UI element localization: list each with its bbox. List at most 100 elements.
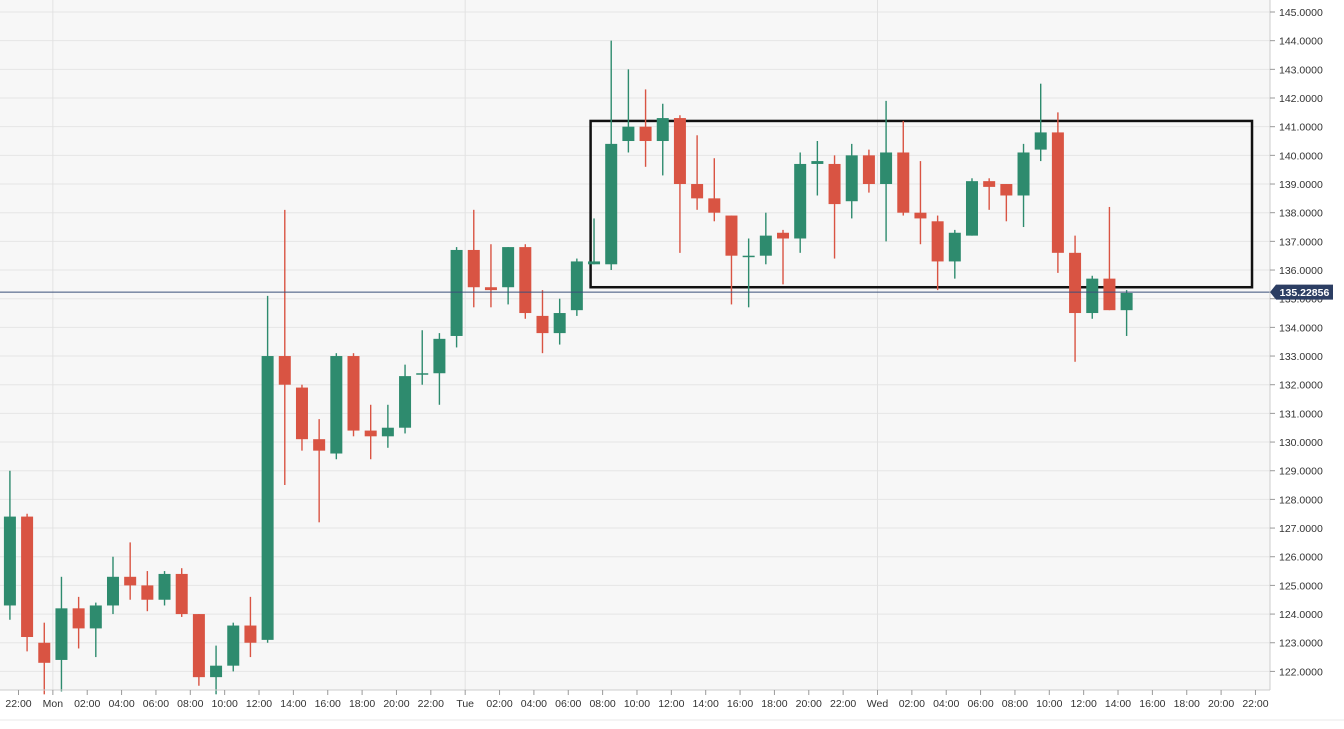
candle-bullish — [399, 364, 412, 434]
x-tick-label: 06:00 — [967, 698, 993, 710]
candle-body — [1017, 152, 1030, 196]
candle-body — [519, 247, 532, 314]
candle-body — [639, 126, 652, 142]
x-tick-label: 04:00 — [108, 698, 134, 710]
candle-body — [965, 181, 978, 236]
candle-body — [55, 608, 68, 660]
y-tick-label: 124.0000 — [1279, 609, 1323, 621]
candle-body — [141, 585, 154, 600]
candle-body — [124, 576, 137, 586]
candle-bullish — [1017, 143, 1030, 228]
y-tick-label: 127.0000 — [1279, 523, 1323, 535]
candle-bearish — [313, 419, 326, 523]
x-tick-label: 14:00 — [1105, 698, 1131, 710]
price-tag-label: 135.22856 — [1280, 287, 1330, 299]
candles — [3, 40, 1133, 695]
x-tick-label: 02:00 — [74, 698, 100, 710]
x-axis: 22:00 Mon 02:00 04:00 06:00 08:00 10:00 12:00 14… — [5, 690, 1269, 710]
candle-bearish — [192, 614, 205, 686]
x-tick-label: 20:00 — [1208, 698, 1234, 710]
candle-bullish — [227, 622, 240, 672]
candle-bullish — [570, 258, 583, 316]
candle-bearish — [828, 155, 841, 259]
candle-body — [467, 249, 480, 288]
candle-bullish — [605, 40, 618, 271]
candle-body — [845, 155, 858, 202]
candle-body — [433, 338, 446, 374]
candle-bearish — [1051, 112, 1064, 273]
x-tick-label: 04:00 — [521, 698, 547, 710]
candle-bearish — [467, 209, 480, 308]
candle-body — [777, 232, 790, 239]
candle-bearish — [983, 178, 996, 210]
candle-bullish — [880, 100, 893, 242]
candle-bearish — [72, 596, 85, 649]
candle-body — [158, 573, 171, 600]
candle-bearish — [673, 115, 686, 253]
candle-body — [381, 427, 394, 437]
candle-bearish — [484, 244, 497, 308]
y-tick-label: 140.0000 — [1279, 150, 1323, 162]
y-tick-label: 137.0000 — [1279, 236, 1323, 248]
candle-body — [1069, 252, 1082, 314]
candle-bullish — [433, 333, 446, 405]
candle-body — [605, 143, 618, 265]
y-tick-label: 128.0000 — [1279, 494, 1323, 506]
candle-body — [536, 315, 549, 334]
x-tick-label: Wed — [867, 698, 889, 710]
candle-body — [106, 576, 119, 606]
candle-bearish — [1000, 184, 1013, 222]
candle-body — [72, 608, 85, 629]
y-tick-label: 122.0000 — [1279, 666, 1323, 678]
x-tick-label: 02:00 — [486, 698, 512, 710]
candle-body — [313, 439, 326, 451]
candle-body — [570, 261, 583, 311]
candle-body — [811, 161, 824, 164]
candle-bullish — [656, 103, 669, 176]
candle-bullish — [811, 141, 824, 196]
candle-bearish — [175, 568, 188, 617]
candle-body — [295, 387, 308, 440]
candle-bearish — [21, 513, 34, 652]
y-tick-label: 136.0000 — [1279, 265, 1323, 277]
x-tick-label: 12:00 — [246, 698, 272, 710]
candle-body — [330, 356, 343, 454]
price-tag-background — [1270, 284, 1333, 300]
candle-body — [656, 118, 669, 142]
candle-body — [794, 163, 807, 239]
y-tick-label: 123.0000 — [1279, 638, 1323, 650]
candle-bullish — [261, 295, 274, 643]
candle-bearish — [347, 353, 360, 437]
candle-bearish — [1103, 206, 1116, 311]
x-tick-label: 14:00 — [280, 698, 306, 710]
candle-body — [244, 625, 257, 643]
candle-bearish — [897, 120, 910, 216]
candle-bullish — [759, 212, 772, 265]
x-tick-label: Tue — [456, 698, 474, 710]
candle-body — [588, 261, 601, 265]
candle-bullish — [3, 470, 16, 620]
candle-bearish — [244, 596, 257, 658]
candle-bullish — [845, 143, 858, 219]
x-tick-label: 16:00 — [727, 698, 753, 710]
candle-body — [1051, 132, 1064, 253]
range-rectangle — [589, 119, 1254, 289]
y-tick-label: 145.0000 — [1279, 7, 1323, 19]
candle-bullish — [381, 404, 394, 448]
candle-bearish — [639, 89, 652, 167]
candle-body — [1120, 292, 1133, 311]
x-tick-label: 16:00 — [315, 698, 341, 710]
y-axis: 122.0000 123.0000 124.0000 125.0000 126.0000… — [1270, 7, 1323, 678]
candle-bullish — [502, 247, 515, 305]
x-tick-label: 18:00 — [349, 698, 375, 710]
candle-bullish — [742, 238, 755, 308]
candle-bearish — [931, 215, 944, 291]
candle-bullish — [158, 571, 171, 606]
candle-bearish — [862, 149, 875, 193]
x-tick-label: 08:00 — [589, 698, 615, 710]
x-tick-label: 12:00 — [1071, 698, 1097, 710]
candle-bullish — [416, 330, 429, 385]
candle-body — [21, 516, 34, 638]
candle-body — [725, 215, 738, 256]
